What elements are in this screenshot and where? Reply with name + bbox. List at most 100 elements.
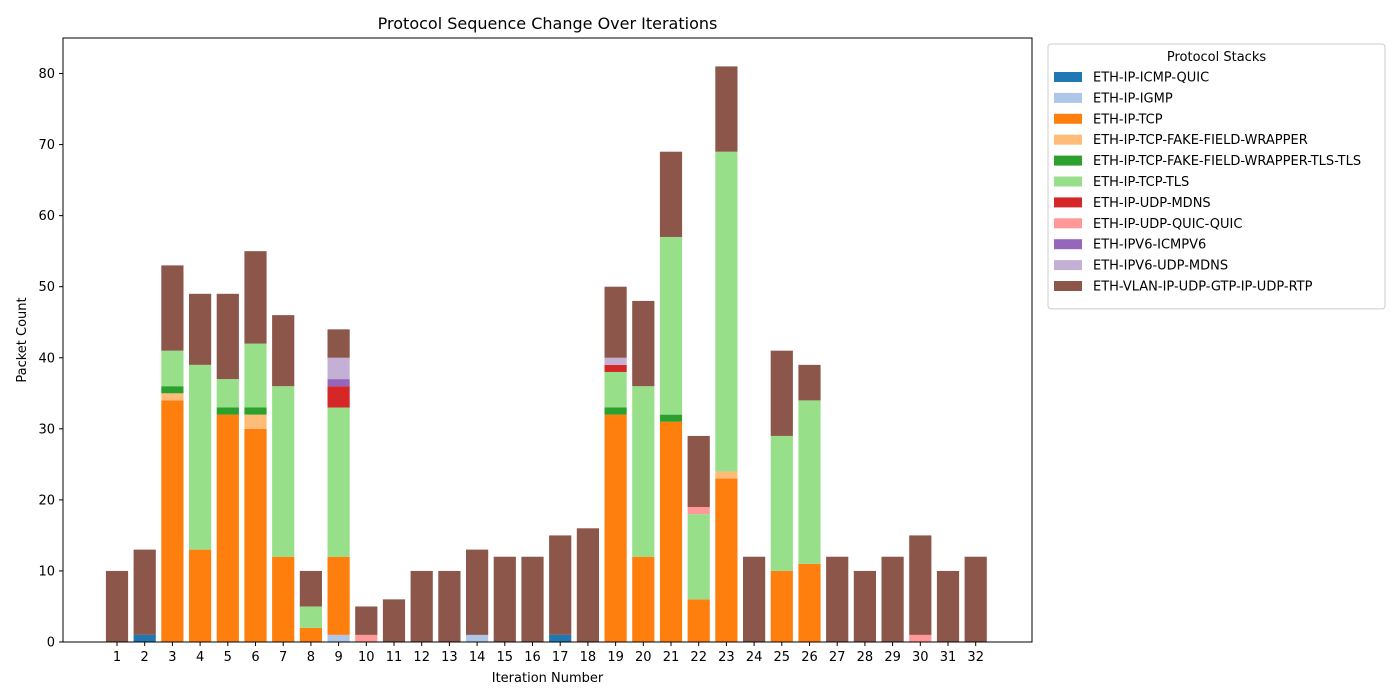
y-tick-label: 80 — [38, 67, 55, 82]
legend-swatch — [1054, 155, 1082, 166]
bar-segment — [632, 300, 655, 387]
x-tick-label: 16 — [524, 650, 541, 665]
x-tick-label: 5 — [224, 650, 232, 665]
bar-segment — [161, 400, 184, 642]
legend-label: ETH-IP-IGMP — [1093, 91, 1173, 106]
bar-segment — [327, 329, 350, 358]
bar-segment — [161, 393, 184, 401]
legend-swatch — [1054, 239, 1082, 250]
x-tick-label: 28 — [857, 650, 874, 665]
bar-segment — [798, 400, 821, 564]
bar-segment — [936, 570, 960, 642]
x-tick-label: 25 — [774, 650, 791, 665]
bar-segment — [632, 556, 655, 642]
y-tick-label: 40 — [38, 351, 55, 366]
x-tick-label: 14 — [469, 650, 486, 665]
y-tick-label: 0 — [47, 636, 55, 651]
x-tick-label: 22 — [690, 650, 707, 665]
bar-segment — [687, 599, 710, 642]
bar-segment — [964, 556, 987, 642]
y-axis-label: Packet Count — [15, 297, 30, 382]
x-tick-label: 4 — [196, 650, 204, 665]
legend-item: ETH-VLAN-IP-UDP-GTP-IP-UDP-RTP — [1054, 280, 1313, 295]
bar-segment — [687, 514, 710, 600]
legend-swatch — [1054, 72, 1082, 82]
x-tick-label: 12 — [413, 650, 430, 665]
legend-swatch — [1054, 260, 1082, 271]
bar-segment — [493, 556, 516, 642]
legend-label: ETH-IP-ICMP-QUIC — [1093, 71, 1209, 86]
x-tick-label: 20 — [635, 650, 652, 665]
bar-segment — [133, 549, 156, 635]
bar-segment — [216, 407, 239, 415]
bar-segment — [604, 414, 627, 642]
bar-segment — [549, 634, 572, 642]
legend-swatch — [1054, 92, 1082, 103]
bar-segment — [244, 414, 267, 429]
bar-segment — [299, 606, 322, 628]
bar-segment — [327, 556, 350, 635]
bar-segment — [272, 386, 295, 557]
y-tick-label: 70 — [38, 138, 55, 153]
bar-segment — [659, 414, 683, 422]
bar-segment — [909, 535, 932, 635]
x-axis-label: Iteration Number — [492, 671, 604, 686]
bar-segment — [659, 151, 683, 237]
bar-segment — [466, 634, 489, 642]
bar-segment — [521, 556, 544, 642]
x-tick-label: 32 — [967, 650, 984, 665]
bar-segment — [604, 364, 627, 372]
x-tick-label: 6 — [251, 650, 259, 665]
plot-frame — [62, 37, 1033, 643]
legend-label: ETH-IPV6-ICMPV6 — [1093, 238, 1206, 253]
legend-item: ETH-IP-ICMP-QUIC — [1054, 71, 1209, 86]
bar-segment — [161, 265, 184, 351]
bar-segment — [327, 357, 350, 380]
bar-segment — [770, 350, 793, 436]
legend: Protocol Stacks ETH-IP-ICMP-QUICETH-IP-I… — [1047, 43, 1386, 310]
bar-segment — [881, 556, 904, 642]
x-tick-label: 1 — [113, 650, 121, 665]
bar-segment — [299, 627, 322, 642]
bar-segment — [438, 570, 461, 642]
x-tick-label: 8 — [307, 650, 315, 665]
legend-item: ETH-IP-TCP-TLS — [1054, 175, 1189, 190]
bar-segment — [355, 634, 378, 642]
bar-segment — [466, 549, 489, 635]
legend-label: ETH-IP-TCP-TLS — [1093, 175, 1189, 190]
bar-segment — [327, 407, 350, 557]
bar-segment — [715, 66, 738, 152]
bar-segment — [244, 251, 267, 344]
bar-segment — [327, 386, 350, 408]
legend-item: ETH-IP-TCP — [1054, 112, 1163, 127]
x-tick-label: 10 — [358, 650, 375, 665]
bar-segment — [604, 371, 627, 408]
legend-label: ETH-IP-TCP — [1093, 112, 1163, 127]
legend-label: ETH-IP-TCP-FAKE-FIELD-WRAPPER-TLS-TLS — [1093, 154, 1361, 169]
legend-item: ETH-IP-UDP-QUIC-QUIC — [1054, 217, 1242, 232]
legend-items: ETH-IP-ICMP-QUIC ETH-IP-IGMP ETH-IP-TCP ETH… — [1054, 71, 1361, 295]
bar-segment — [355, 606, 378, 635]
bar-segment — [632, 386, 655, 557]
legend-box — [1047, 43, 1386, 310]
bar-segment — [161, 350, 184, 387]
y-tick-label: 50 — [38, 280, 55, 295]
bar-segment — [272, 556, 295, 642]
legend-swatch — [1054, 197, 1082, 208]
x-tick-label: 27 — [829, 650, 846, 665]
legend-item: ETH-IP-IGMP — [1054, 91, 1173, 106]
x-tick-label: 23 — [718, 650, 735, 665]
legend-title: Protocol Stacks — [1167, 50, 1267, 65]
bar-segment — [798, 563, 821, 642]
x-tick-label: 29 — [884, 650, 901, 665]
bar-segment — [327, 634, 350, 642]
legend-item: ETH-IP-UDP-MDNS — [1054, 196, 1211, 211]
legend-item: ETH-IPV6-ICMPV6 — [1054, 238, 1206, 253]
bar-segment — [659, 236, 683, 415]
x-tick-label: 31 — [940, 650, 957, 665]
bar-segment — [604, 407, 627, 415]
bar-segment — [743, 556, 766, 642]
y-axis: 0 10 20 30 40 50 60 70 80 — [38, 67, 63, 651]
legend-label: ETH-VLAN-IP-UDP-GTP-IP-UDP-RTP — [1093, 280, 1313, 295]
